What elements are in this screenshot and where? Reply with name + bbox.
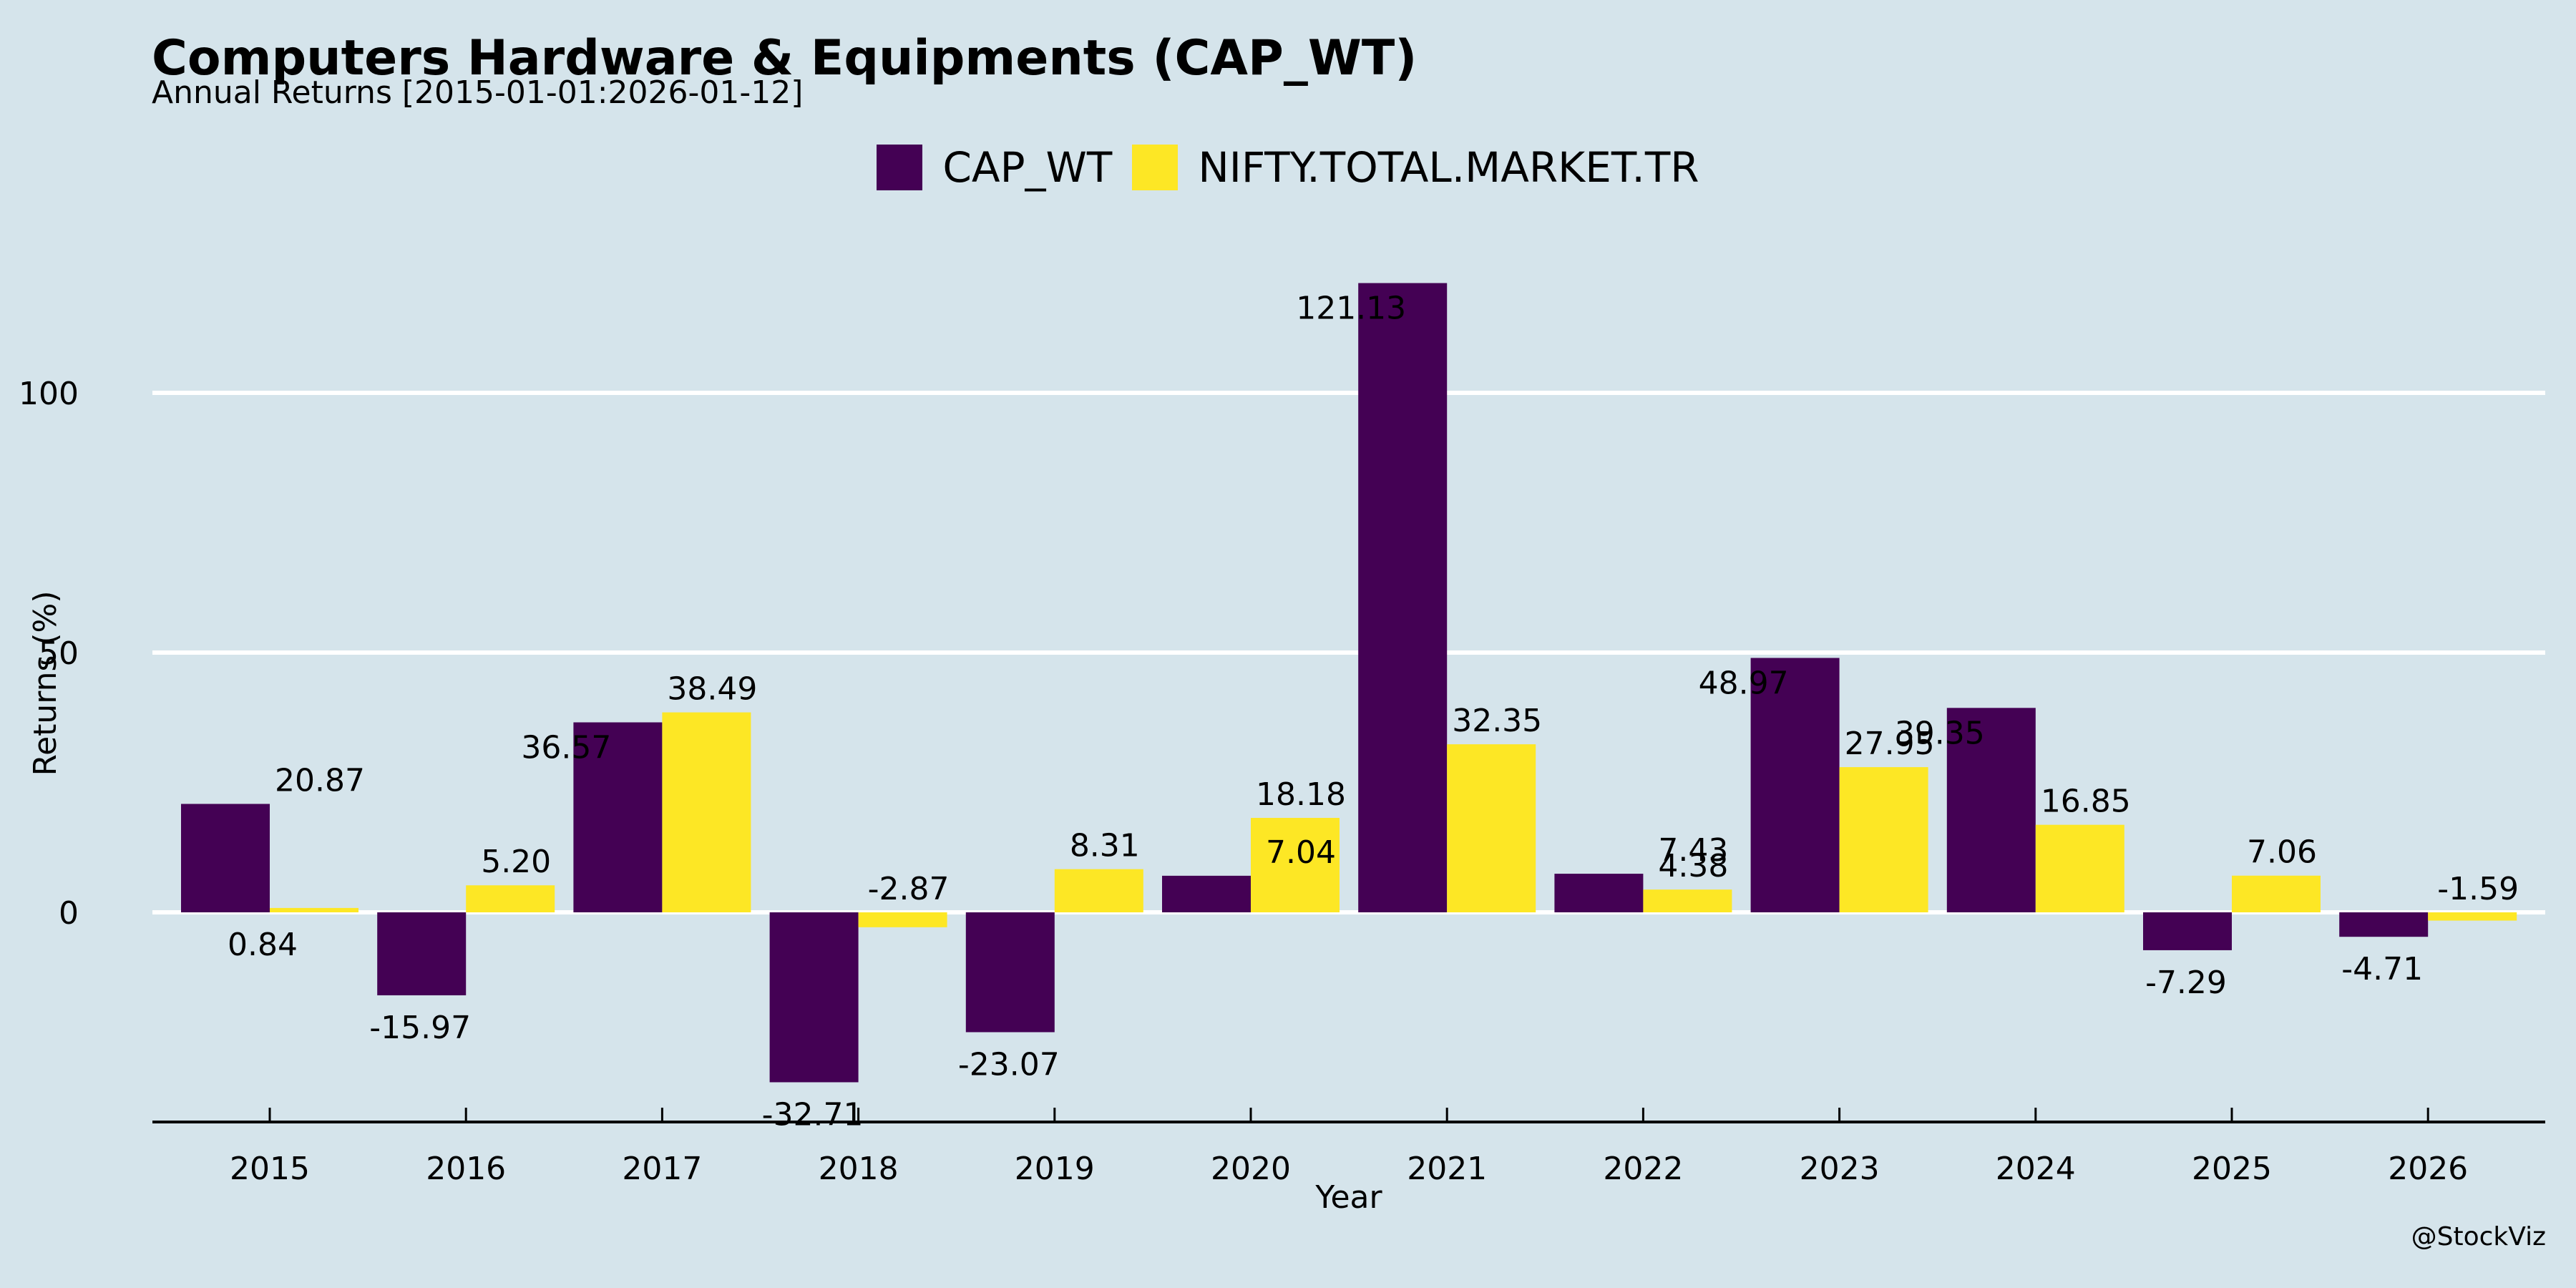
- bar-nifty-2019: [1054, 869, 1143, 912]
- chart-subtitle: Annual Returns [2015-01-01:2026-01-12]: [152, 74, 804, 111]
- data-label-cap-wt-2015: 20.87: [275, 762, 365, 799]
- data-label-cap-wt-2024: 39.35: [1895, 715, 1985, 751]
- bar-cap-wt-2016: [377, 912, 467, 995]
- x-tick-label-2022: 2022: [1603, 1151, 1683, 1187]
- data-label-nifty-2026: -1.59: [2437, 871, 2519, 907]
- data-label-nifty-2021: 32.35: [1452, 703, 1542, 739]
- x-tick-label-2021: 2021: [1407, 1151, 1487, 1187]
- bar-cap-wt-2015: [181, 804, 270, 912]
- x-axis-label: Year: [1314, 1179, 1382, 1216]
- y-tick-label-100: 100: [19, 376, 79, 412]
- bar-nifty-2017: [662, 712, 751, 912]
- watermark: @StockViz: [2411, 1222, 2546, 1252]
- x-tick-label-2020: 2020: [1211, 1151, 1291, 1187]
- legend: CAP_WT NIFTY.TOTAL.MARKET.TR: [0, 143, 2576, 192]
- legend-item-cap-wt: CAP_WT: [877, 143, 1112, 192]
- y-tick-label-0: 0: [59, 895, 79, 932]
- data-label-cap-wt-2020: 7.04: [1266, 834, 1336, 871]
- bar-cap-wt-2017: [573, 722, 663, 912]
- bar-nifty-2018: [858, 912, 947, 927]
- data-label-nifty-2022: 4.38: [1658, 848, 1728, 884]
- bar-nifty-2023: [1839, 767, 1928, 912]
- data-label-nifty-2019: 8.31: [1070, 828, 1140, 864]
- data-label-nifty-2016: 5.20: [481, 844, 551, 880]
- axes: 0 50 100 2015 2016 2017 2018 2019 2020 2021 2022 20…: [19, 376, 2545, 1187]
- bar-nifty-2024: [2035, 824, 2124, 912]
- bar-cap-wt-2024: [1946, 708, 2036, 912]
- bar-cap-wt-2021: [1358, 283, 1448, 912]
- bar-cap-wt-2019: [965, 912, 1055, 1033]
- data-label-nifty-2017: 38.49: [667, 671, 757, 708]
- bar-cap-wt-2023: [1750, 658, 1840, 912]
- bar-nifty-2022: [1643, 889, 1732, 912]
- data-label-cap-wt-2022: 7.43: [1658, 832, 1728, 869]
- data-label-cap-wt-2018: -32.71: [762, 1096, 864, 1133]
- legend-label-nifty: NIFTY.TOTAL.MARKET.TR: [1198, 143, 1699, 192]
- bar-cap-wt-2018: [769, 912, 859, 1083]
- bar-nifty-2020: [1251, 818, 1340, 912]
- bar-cap-wt-2022: [1554, 874, 1644, 912]
- legend-item-nifty: NIFTY.TOTAL.MARKET.TR: [1132, 143, 1699, 192]
- bars: [181, 283, 2517, 1083]
- data-label-cap-wt-2021: 121.13: [1296, 291, 1406, 327]
- chart-title: Computers Hardware & Equipments (CAP_WT): [152, 30, 1418, 87]
- data-label-nifty-2025: 7.06: [2247, 834, 2317, 871]
- x-tick-label-2015: 2015: [230, 1151, 310, 1187]
- data-label-cap-wt-2025: -7.29: [2145, 965, 2227, 1001]
- x-tick-label-2026: 2026: [2388, 1151, 2468, 1187]
- data-label-cap-wt-2016: -15.97: [369, 1010, 471, 1046]
- data-label-cap-wt-2023: 48.97: [1699, 665, 1789, 701]
- bar-cap-wt-2025: [2143, 912, 2232, 950]
- data-label-cap-wt-2026: -4.71: [2341, 951, 2423, 987]
- x-tick-label-2023: 2023: [1800, 1151, 1880, 1187]
- x-tick-label-2017: 2017: [622, 1151, 702, 1187]
- y-axis-label: Returns (%): [27, 590, 64, 776]
- y-tick-label-50: 50: [39, 635, 79, 672]
- x-tick-label-2024: 2024: [1996, 1151, 2076, 1187]
- bar-nifty-2025: [2232, 875, 2321, 912]
- data-label-nifty-2020: 18.18: [1256, 776, 1346, 813]
- data-labels: 20.87 0.84 -15.97 5.20 36.57 38.49 -32.71 -2.87…: [228, 291, 2519, 1133]
- x-tick-label-2025: 2025: [2192, 1151, 2272, 1187]
- data-label-cap-wt-2019: -23.07: [958, 1046, 1060, 1083]
- x-tick-label-2019: 2019: [1015, 1151, 1095, 1187]
- x-tick-label-2016: 2016: [426, 1151, 506, 1187]
- legend-swatch-cap-wt: [877, 145, 923, 190]
- x-tick-label-2018: 2018: [819, 1151, 899, 1187]
- bar-nifty-2015: [270, 907, 358, 912]
- bar-nifty-2026: [2428, 912, 2517, 921]
- data-label-cap-wt-2017: 36.57: [521, 730, 611, 766]
- legend-label-cap-wt: CAP_WT: [942, 143, 1113, 192]
- data-label-nifty-2024: 16.85: [2041, 784, 2131, 820]
- legend-swatch-nifty: [1132, 145, 1179, 190]
- data-label-nifty-2015: 0.84: [228, 927, 298, 963]
- bar-cap-wt-2020: [1162, 875, 1251, 912]
- bar-nifty-2016: [466, 885, 555, 912]
- bar-nifty-2021: [1447, 744, 1536, 912]
- gridlines: [152, 391, 2545, 914]
- bar-cap-wt-2026: [2339, 912, 2429, 937]
- data-label-nifty-2023: 27.95: [1845, 726, 1935, 762]
- data-label-nifty-2018: -2.87: [868, 871, 950, 907]
